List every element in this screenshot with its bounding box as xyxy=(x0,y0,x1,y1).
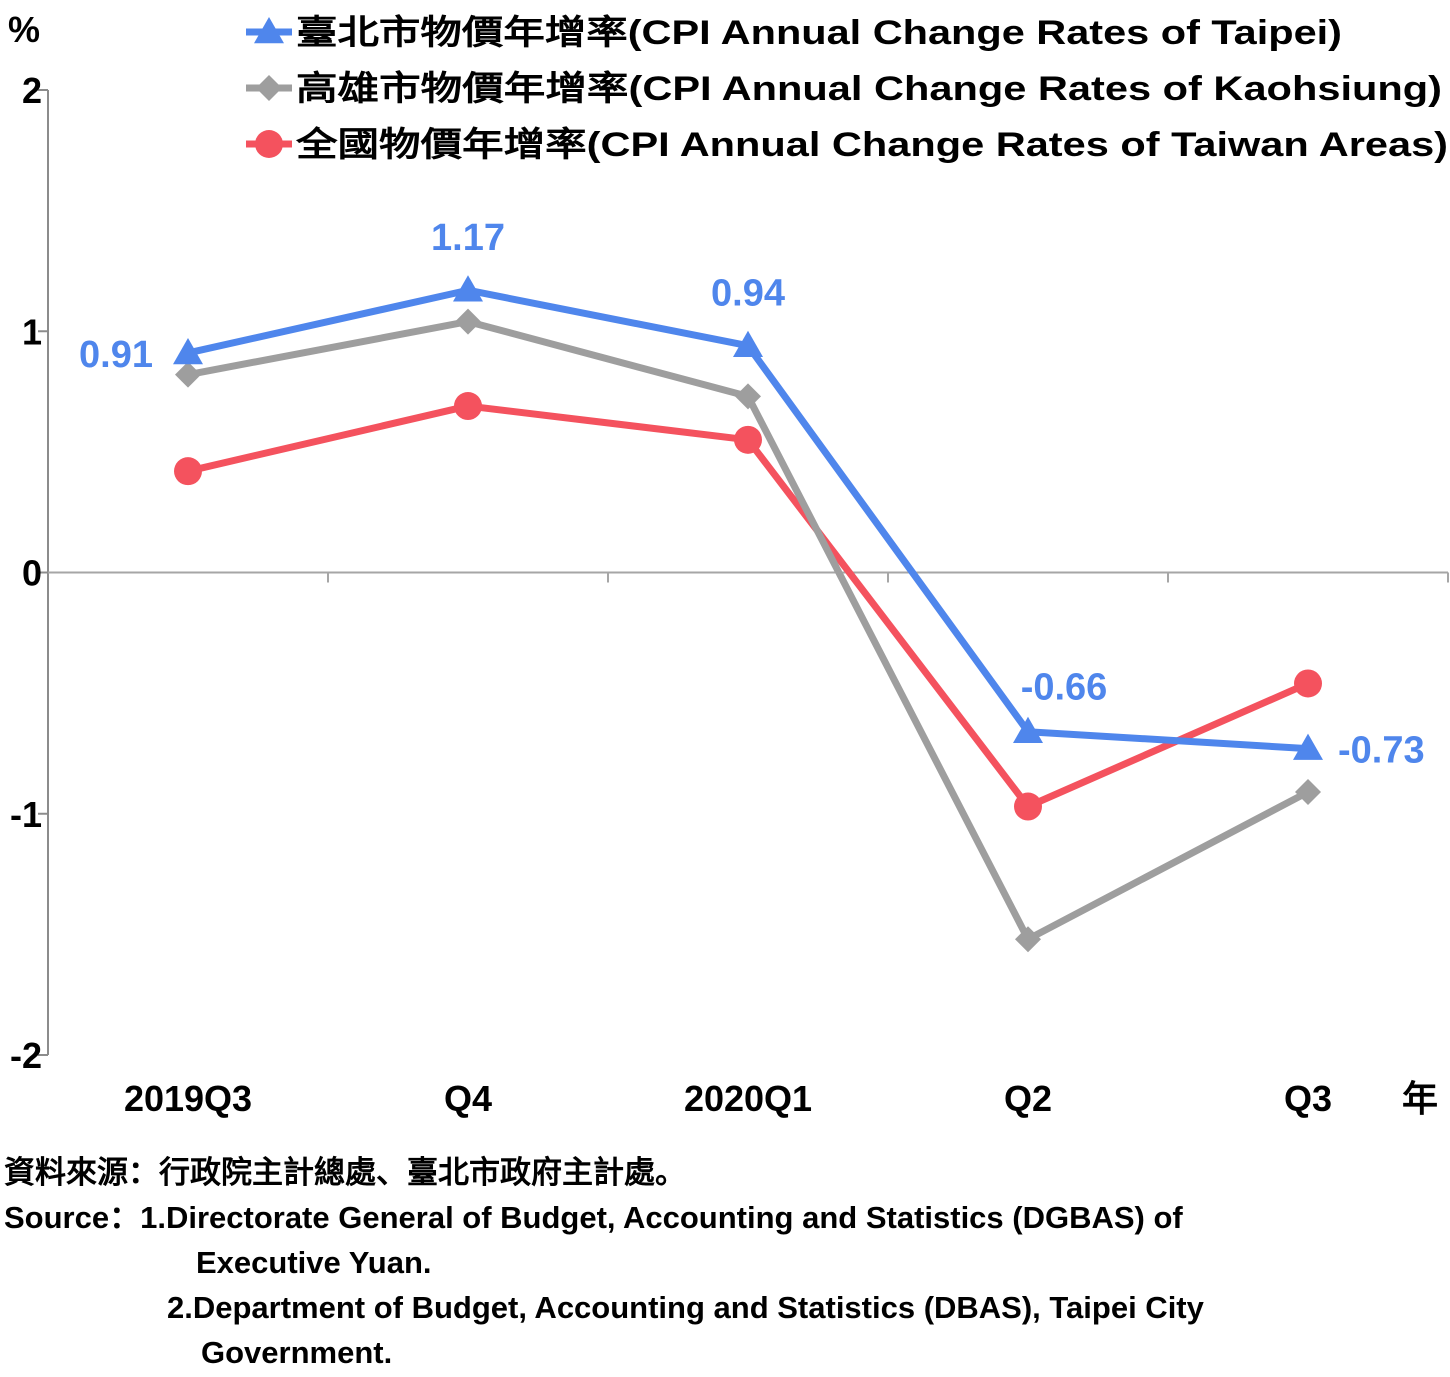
triangle-marker xyxy=(733,330,763,357)
series-markers xyxy=(173,275,1323,953)
y-tick-label: -2 xyxy=(10,1035,42,1076)
data-labels: 0.91 1.17 0.94 -0.66 -0.73 xyxy=(79,217,1425,771)
axes: 2 1 0 -1 -2 2019Q3 Q4 2020Q1 Q2 Q3 xyxy=(10,70,1449,1119)
source-line-zh: 資料來源：行政院主計總處、臺北市政府主計處。 xyxy=(4,1155,686,1190)
y-axis-unit-label: % xyxy=(8,9,40,50)
x-axis-unit-label: 年 xyxy=(1402,1078,1438,1119)
diamond-marker xyxy=(1015,926,1041,953)
legend-label: 臺北市物價年增率(CPI Annual Change Rates of Taip… xyxy=(296,13,1342,52)
triangle-marker xyxy=(173,337,203,365)
legend-circle-marker xyxy=(255,130,283,158)
diamond-marker xyxy=(735,383,761,410)
x-tick-label: Q4 xyxy=(444,1078,492,1119)
source-line-en-3: 2.Department of Budget, Accounting and S… xyxy=(167,1290,1204,1325)
data-label-taipei: 0.94 xyxy=(711,273,785,315)
diamond-marker xyxy=(455,308,481,335)
data-label-taipei: -0.66 xyxy=(1021,667,1108,709)
y-tick-label: 1 xyxy=(22,311,42,352)
circle-marker xyxy=(734,425,762,454)
x-tick-label: 2020Q1 xyxy=(684,1078,812,1119)
circle-marker xyxy=(1294,669,1322,698)
source-line-en-2: Executive Yuan. xyxy=(196,1245,432,1280)
triangle-marker xyxy=(453,275,483,302)
circle-marker xyxy=(1014,792,1042,821)
legend-label: 全國物價年增率(CPI Annual Change Rates of Taiwa… xyxy=(295,125,1448,164)
y-tick-label: 0 xyxy=(22,553,42,594)
legend-label: 高雄市物價年增率(CPI Annual Change Rates of Kaoh… xyxy=(296,69,1442,108)
y-tick-label: -1 xyxy=(10,794,42,835)
triangle-marker xyxy=(1293,733,1323,760)
y-tick-label: 2 xyxy=(22,70,42,111)
source-line-en-4: Government. xyxy=(201,1335,393,1370)
series-line-circle xyxy=(187,402,1310,811)
source-note: 資料來源：行政院主計總處、臺北市政府主計處。 Source：1.Director… xyxy=(4,1150,1448,1375)
data-label-taipei: 0.91 xyxy=(79,334,153,376)
x-tick-label: Q3 xyxy=(1284,1078,1332,1119)
series-line-triangle xyxy=(187,286,1309,753)
source-line-en-1: Source：1.Directorate General of Budget, … xyxy=(4,1200,1183,1235)
legend-triangle-marker xyxy=(254,17,284,44)
x-tick-label: Q2 xyxy=(1004,1078,1052,1119)
data-label-taipei: -0.73 xyxy=(1338,730,1425,772)
x-tick-label: 2019Q3 xyxy=(124,1078,252,1119)
triangle-marker xyxy=(1013,716,1043,743)
legend-diamond-marker xyxy=(256,75,282,101)
diamond-marker xyxy=(175,361,201,388)
data-label-taipei: 1.17 xyxy=(431,217,505,259)
series-line-diamond xyxy=(187,318,1310,943)
diamond-marker xyxy=(1295,779,1321,806)
circle-marker xyxy=(174,457,202,486)
circle-marker xyxy=(454,392,482,421)
legend: 臺北市物價年增率(CPI Annual Change Rates of Taip… xyxy=(246,13,1448,164)
